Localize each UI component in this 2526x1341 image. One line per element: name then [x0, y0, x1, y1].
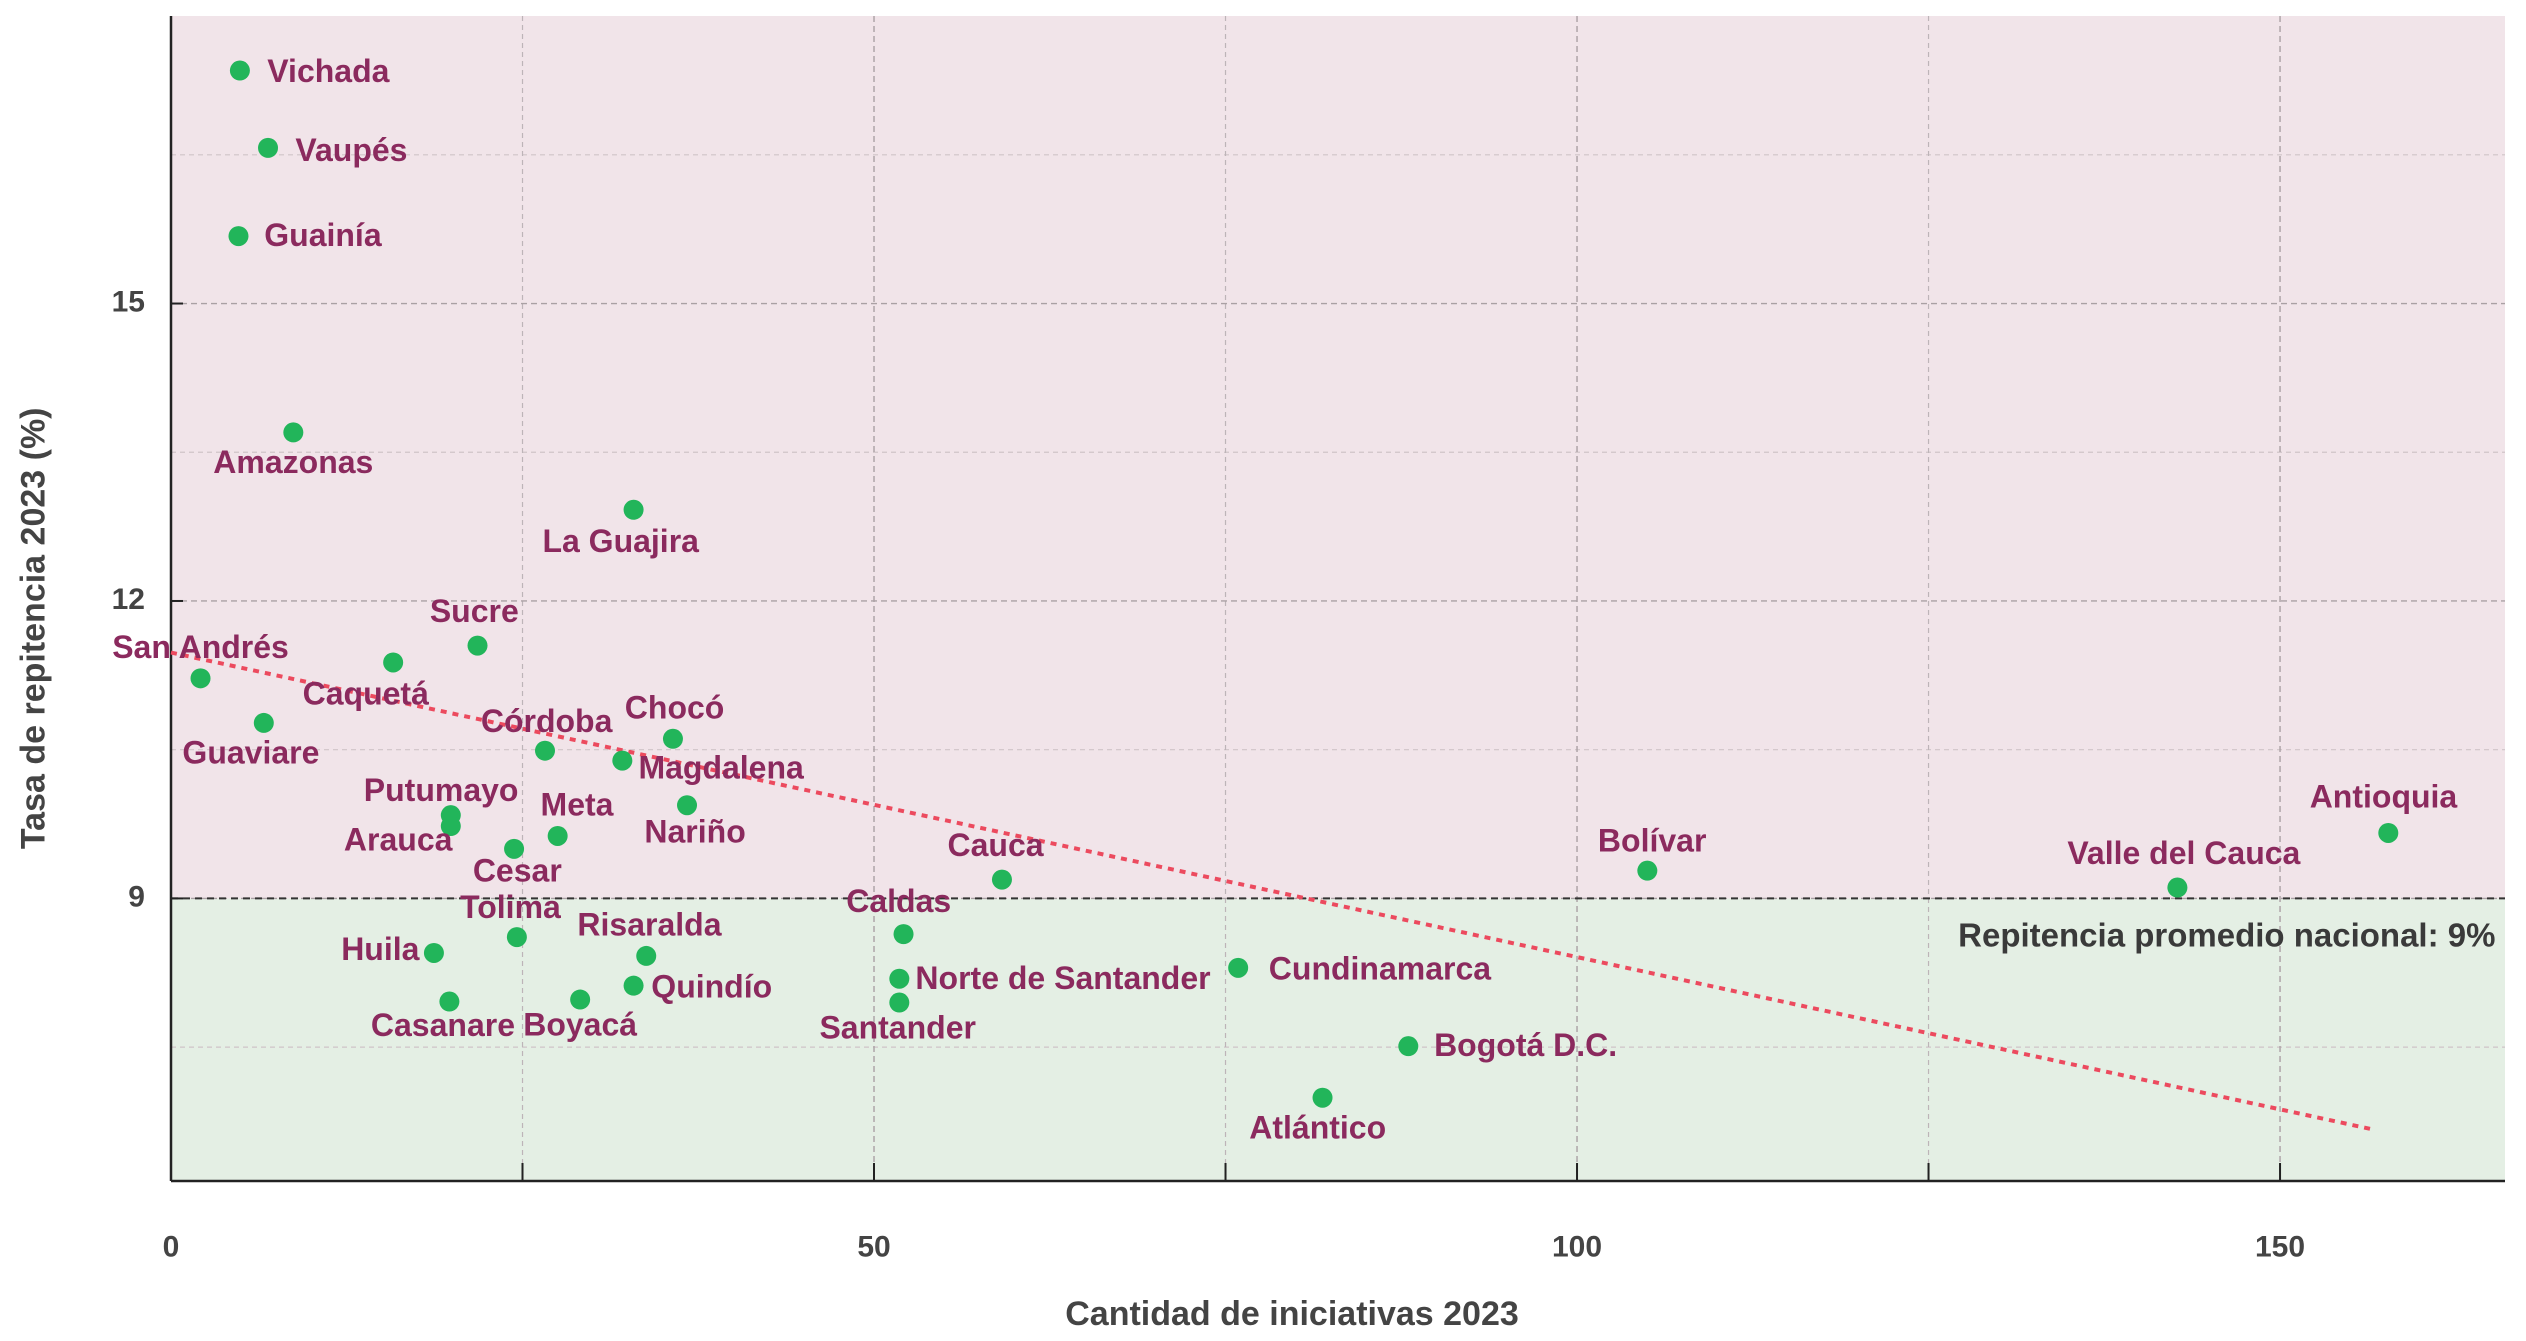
- trendline: [170, 650, 2374, 1132]
- point-label: Nariño: [644, 814, 745, 850]
- x-tick-label: 0: [163, 1230, 180, 1263]
- point: [253, 712, 274, 733]
- y-tick-label: 15: [112, 285, 145, 318]
- point-label: Caquetá: [303, 676, 429, 712]
- point: [283, 422, 304, 443]
- point-label: Casanare: [371, 1007, 515, 1043]
- point-label: Arauca: [344, 822, 453, 858]
- point: [612, 750, 633, 771]
- point-label: Magdalena: [638, 750, 804, 786]
- point: [547, 825, 568, 846]
- x-tick-label: 100: [1552, 1230, 1602, 1263]
- point: [893, 924, 914, 945]
- point: [228, 226, 249, 247]
- point-label: Tolima: [460, 889, 561, 925]
- point-label: Boyacá: [523, 1006, 637, 1042]
- point: [383, 652, 404, 673]
- point-label: Cauca: [947, 827, 1043, 863]
- point-label: Meta: [541, 786, 614, 822]
- point-label: Cundinamarca: [1269, 951, 1491, 987]
- point: [440, 816, 461, 837]
- point: [190, 668, 211, 689]
- point-label: Amazonas: [213, 444, 373, 480]
- point-label: Vaupés: [295, 132, 407, 168]
- zone-below: [171, 898, 2505, 1181]
- point-label: Guaviare: [182, 735, 319, 771]
- point: [439, 991, 460, 1012]
- y-tick-label: 9: [128, 880, 145, 913]
- point: [636, 945, 657, 966]
- point: [1312, 1087, 1333, 1108]
- point: [467, 635, 488, 656]
- point: [623, 975, 644, 996]
- point-label: Atlántico: [1249, 1109, 1386, 1145]
- reference-label: Repitencia promedio nacional: 9%: [1958, 916, 2495, 953]
- point: [2378, 822, 2399, 843]
- point: [1637, 860, 1658, 881]
- point-label: La Guajira: [542, 523, 699, 559]
- point: [258, 137, 279, 158]
- x-tick-label: 50: [857, 1230, 890, 1263]
- point: [889, 968, 910, 989]
- point-label: Norte de Santander: [915, 960, 1210, 996]
- point-label: Córdoba: [481, 703, 613, 739]
- point: [229, 60, 250, 81]
- y-axis-title: Tasa de repitencia 2023 (%): [14, 408, 52, 850]
- point-label: Guainía: [264, 217, 382, 253]
- point: [1228, 957, 1249, 978]
- point: [535, 740, 556, 761]
- point: [423, 942, 444, 963]
- y-tick-label: 12: [112, 583, 145, 616]
- point-label: Bolívar: [1598, 823, 1706, 859]
- point-label: Bogotá D.C.: [1434, 1027, 1617, 1063]
- point: [1398, 1036, 1419, 1057]
- x-tick-label: 150: [2255, 1230, 2305, 1263]
- point-label: Caldas: [846, 883, 951, 919]
- point: [662, 728, 683, 749]
- point: [570, 989, 591, 1010]
- point-label: Risaralda: [577, 906, 721, 942]
- point-label: Putumayo: [364, 772, 519, 808]
- point: [2167, 877, 2188, 898]
- point-label: Santander: [819, 1009, 975, 1045]
- zone-above: [171, 16, 2505, 899]
- point: [623, 499, 644, 520]
- point-label: Quindío: [651, 968, 772, 1004]
- point-label: Sucre: [430, 593, 519, 629]
- point-label: Antioquia: [2310, 779, 2458, 815]
- point-label: Vichada: [267, 53, 389, 89]
- point-label: San Andrés: [112, 629, 289, 665]
- point: [504, 838, 525, 859]
- point-label: Valle del Cauca: [2067, 835, 2300, 871]
- point-label: Chocó: [625, 689, 725, 725]
- point-label: Huila: [341, 931, 419, 967]
- point: [991, 869, 1012, 890]
- point-label: Cesar: [473, 852, 562, 888]
- point: [889, 992, 910, 1013]
- point: [677, 795, 698, 816]
- point: [506, 927, 527, 948]
- x-axis-title: Cantidad de iniciativas 2023: [1065, 1295, 1519, 1333]
